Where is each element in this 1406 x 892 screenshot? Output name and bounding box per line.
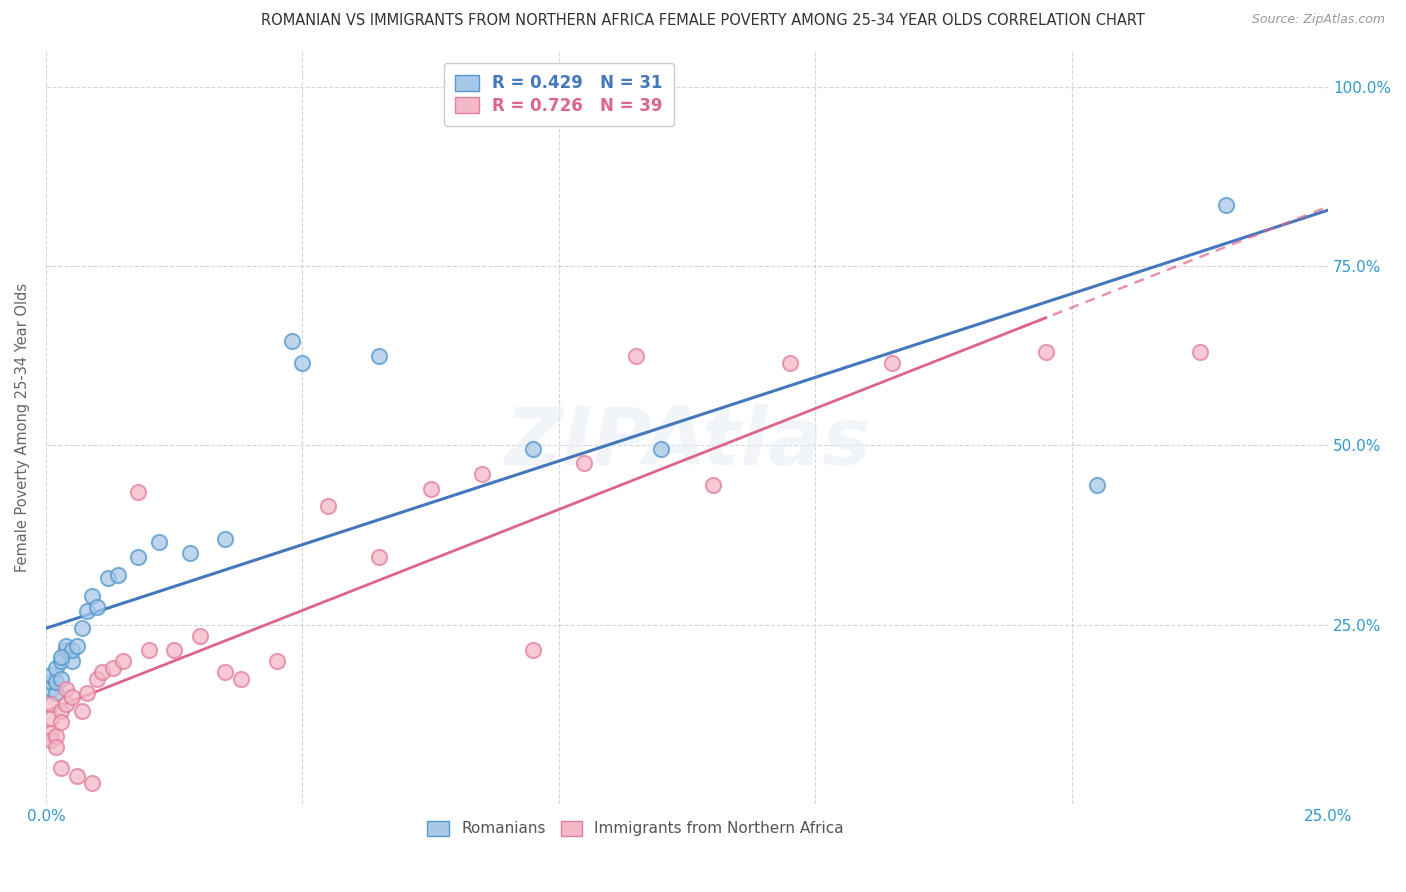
Point — [39, 697, 62, 711]
Text: Source: ZipAtlas.com: Source: ZipAtlas.com — [1251, 13, 1385, 27]
Point — [39, 732, 62, 747]
Point — [179, 546, 201, 560]
Point — [650, 442, 672, 456]
Point — [39, 668, 62, 682]
Point — [188, 629, 211, 643]
Point — [522, 643, 544, 657]
Point — [70, 704, 93, 718]
Point — [45, 661, 67, 675]
Point — [66, 769, 89, 783]
Point — [419, 482, 441, 496]
Point — [148, 535, 170, 549]
Text: ZIPAtlas: ZIPAtlas — [503, 403, 870, 482]
Point — [51, 761, 73, 775]
Point — [316, 500, 339, 514]
Point — [55, 643, 77, 657]
Point — [229, 672, 252, 686]
Point — [51, 704, 73, 718]
Point — [163, 643, 186, 657]
Point — [51, 714, 73, 729]
Point — [51, 672, 73, 686]
Point — [82, 776, 104, 790]
Point — [60, 654, 83, 668]
Point — [266, 654, 288, 668]
Point — [281, 334, 304, 349]
Point — [214, 665, 236, 679]
Point — [45, 729, 67, 743]
Point — [91, 665, 114, 679]
Point — [1215, 198, 1237, 212]
Point — [111, 654, 134, 668]
Point — [39, 711, 62, 725]
Point — [368, 549, 391, 564]
Point — [86, 672, 108, 686]
Point — [55, 697, 77, 711]
Point — [882, 356, 904, 370]
Point — [39, 725, 62, 739]
Point — [522, 442, 544, 456]
Point — [76, 686, 98, 700]
Point — [39, 675, 62, 690]
Point — [86, 599, 108, 614]
Point — [127, 549, 149, 564]
Point — [60, 643, 83, 657]
Point — [702, 478, 724, 492]
Point — [779, 356, 801, 370]
Point — [51, 650, 73, 665]
Point — [138, 643, 160, 657]
Point — [1035, 345, 1057, 359]
Legend: Romanians, Immigrants from Northern Africa: Romanians, Immigrants from Northern Afri… — [419, 812, 853, 846]
Point — [66, 640, 89, 654]
Point — [101, 661, 124, 675]
Point — [127, 485, 149, 500]
Point — [624, 349, 647, 363]
Point — [39, 682, 62, 697]
Point — [1188, 345, 1211, 359]
Point — [368, 349, 391, 363]
Point — [96, 571, 118, 585]
Point — [60, 690, 83, 704]
Point — [76, 603, 98, 617]
Point — [82, 589, 104, 603]
Y-axis label: Female Poverty Among 25-34 Year Olds: Female Poverty Among 25-34 Year Olds — [15, 283, 30, 572]
Point — [45, 675, 67, 690]
Point — [55, 682, 77, 697]
Point — [107, 567, 129, 582]
Text: ROMANIAN VS IMMIGRANTS FROM NORTHERN AFRICA FEMALE POVERTY AMONG 25-34 YEAR OLDS: ROMANIAN VS IMMIGRANTS FROM NORTHERN AFR… — [262, 13, 1144, 29]
Point — [471, 467, 494, 482]
Point — [45, 739, 67, 754]
Point — [291, 356, 314, 370]
Point — [70, 622, 93, 636]
Point — [45, 686, 67, 700]
Point — [51, 654, 73, 668]
Point — [574, 456, 596, 470]
Point — [214, 532, 236, 546]
Point — [55, 640, 77, 654]
Point — [1085, 478, 1108, 492]
